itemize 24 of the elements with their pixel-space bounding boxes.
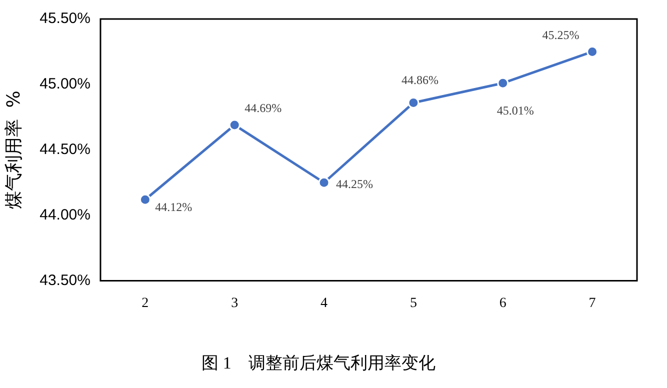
- x-tick-label: 3: [231, 296, 238, 311]
- y-tick-label: 44.50%: [40, 141, 90, 158]
- x-tick-label: 5: [410, 296, 417, 311]
- x-tick-label: 7: [588, 296, 596, 311]
- x-tick-label: 2: [142, 296, 149, 311]
- data-label: 45.01%: [496, 103, 534, 118]
- y-tick-label: 45.50%: [40, 10, 90, 28]
- point: [497, 77, 509, 89]
- data-label: 44.25%: [336, 176, 374, 191]
- text: 图 1 调整前后煤气利用率变化: [202, 353, 436, 372]
- data-label: 44.12%: [155, 200, 192, 214]
- y-tick-label: 45.00%: [40, 76, 90, 93]
- point: [318, 176, 330, 188]
- y-tick-label: 44.00%: [40, 206, 90, 224]
- y-axis-title: 煤气利用率 %: [3, 90, 24, 210]
- data-label: 45.25%: [542, 28, 580, 42]
- point: [139, 194, 151, 206]
- data-label: 44.69%: [244, 101, 282, 116]
- x-tick-label: 6: [499, 296, 506, 311]
- point: [408, 97, 420, 109]
- x-tick-label: 4: [320, 296, 328, 311]
- y-tick-label: 43.50%: [40, 272, 90, 289]
- point: [228, 119, 240, 131]
- data-label: 44.86%: [401, 72, 438, 87]
